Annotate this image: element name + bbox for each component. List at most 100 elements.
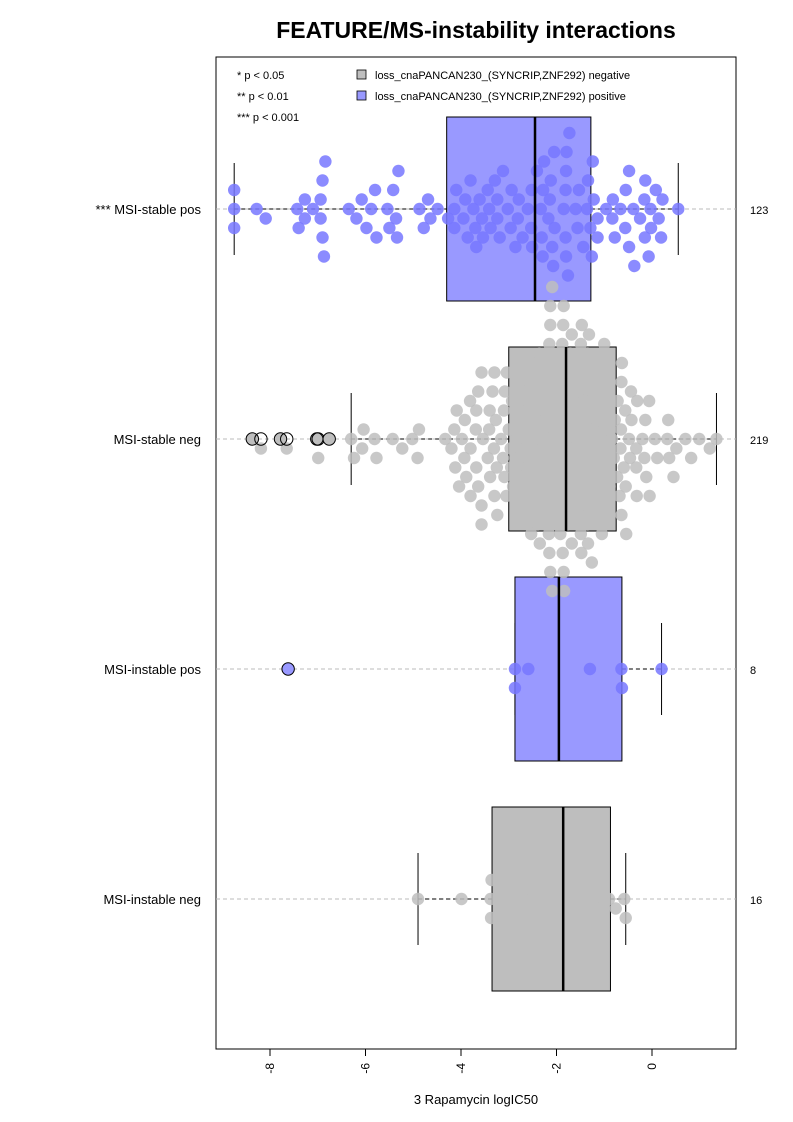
data-point xyxy=(586,385,599,398)
group-count: 16 xyxy=(750,895,762,907)
data-point xyxy=(396,442,409,455)
data-point xyxy=(476,432,490,446)
data-point xyxy=(571,221,584,235)
data-point xyxy=(679,432,692,446)
data-point xyxy=(622,432,636,446)
data-point xyxy=(580,499,594,512)
data-point xyxy=(520,423,534,436)
data-point xyxy=(431,202,444,216)
data-point xyxy=(317,250,331,263)
data-point xyxy=(412,423,426,436)
data-point xyxy=(459,193,472,206)
data-point xyxy=(489,413,503,427)
data-point xyxy=(610,470,624,484)
data-point xyxy=(496,164,510,178)
data-point xyxy=(504,461,518,474)
data-point xyxy=(530,394,544,408)
data-point xyxy=(536,250,549,263)
data-point xyxy=(703,442,716,455)
data-point xyxy=(522,662,535,676)
data-point xyxy=(625,413,638,427)
data-point xyxy=(546,240,559,254)
data-point xyxy=(590,413,604,427)
data-point xyxy=(314,212,327,225)
data-point xyxy=(613,489,626,503)
data-point xyxy=(536,423,550,436)
outlier-point xyxy=(254,432,268,446)
data-point xyxy=(619,404,632,417)
data-point xyxy=(670,442,683,455)
data-point xyxy=(476,231,490,244)
data-point xyxy=(527,432,540,446)
data-point xyxy=(514,470,527,484)
data-point xyxy=(554,527,567,541)
data-point xyxy=(445,442,458,455)
x-tick-label: -6 xyxy=(359,1063,373,1074)
data-point xyxy=(619,480,632,493)
data-point xyxy=(450,404,463,417)
data-point xyxy=(481,451,494,465)
plot-frame xyxy=(215,56,737,1050)
data-point xyxy=(543,432,556,446)
legend-swatch xyxy=(356,69,367,80)
data-point xyxy=(259,212,272,225)
data-point xyxy=(661,432,674,446)
data-point xyxy=(662,451,676,465)
data-point xyxy=(390,231,404,244)
group-labels: *** MSI-stable pos MSI-stable neg MSI-inst… xyxy=(96,202,202,907)
data-point xyxy=(381,202,394,216)
data-point xyxy=(667,470,680,484)
data-point xyxy=(441,212,455,225)
data-point xyxy=(622,240,636,254)
data-point xyxy=(587,892,600,906)
data-point xyxy=(534,202,547,216)
significance-legend-item: *** p < 0.001 xyxy=(237,112,299,124)
data-point xyxy=(482,423,496,436)
data-point xyxy=(622,164,636,178)
data-point xyxy=(570,404,583,417)
data-point xyxy=(549,442,562,455)
data-point xyxy=(572,183,586,197)
data-point xyxy=(535,442,549,455)
data-point xyxy=(342,202,355,216)
data-point xyxy=(316,231,329,244)
data-point xyxy=(471,480,485,493)
data-point xyxy=(569,892,582,906)
data-point xyxy=(594,902,608,915)
chart-title: FEATURE/MS-instability interactions xyxy=(276,17,676,43)
data-point xyxy=(546,259,560,273)
data-point xyxy=(521,404,534,417)
data-point xyxy=(581,347,594,360)
data-point xyxy=(515,385,529,398)
data-point xyxy=(580,461,594,474)
data-point xyxy=(389,212,403,225)
data-point xyxy=(544,565,557,579)
data-point xyxy=(693,432,706,446)
data-point xyxy=(392,164,405,178)
data-point xyxy=(581,518,594,531)
data-point xyxy=(644,221,658,235)
data-point xyxy=(484,911,498,925)
data-point xyxy=(582,423,596,436)
data-point xyxy=(592,394,605,408)
data-point xyxy=(511,212,525,225)
data-point xyxy=(588,432,602,446)
data-point xyxy=(556,546,569,560)
data-point xyxy=(461,231,474,244)
data-point xyxy=(486,385,499,398)
data-point xyxy=(567,470,581,484)
data-point xyxy=(633,212,647,225)
data-point xyxy=(469,423,483,436)
data-point xyxy=(575,432,589,446)
data-point xyxy=(501,202,514,216)
data-point xyxy=(557,565,570,579)
data-point xyxy=(306,202,320,216)
data-point xyxy=(464,174,477,187)
data-point xyxy=(601,404,614,417)
x-tick-label: 0 xyxy=(645,1063,659,1070)
data-point xyxy=(475,212,489,225)
data-point xyxy=(536,183,550,197)
data-point xyxy=(452,480,466,493)
data-point xyxy=(619,221,632,235)
group-label: MSI-stable neg xyxy=(114,432,201,447)
